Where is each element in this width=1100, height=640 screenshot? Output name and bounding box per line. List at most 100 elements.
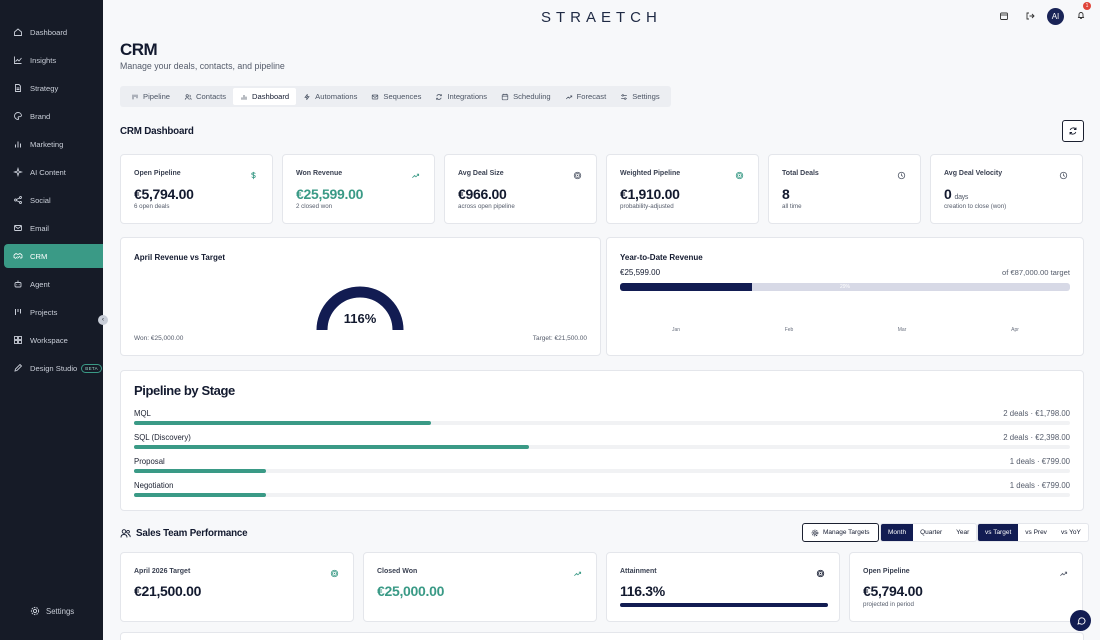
handshake-icon: [13, 253, 23, 259]
stage-info: 2 deals · €1,798.00: [1003, 409, 1070, 418]
stage-row: Proposal 1 deals · €799.00: [134, 457, 1070, 477]
calendar-icon[interactable]: [999, 11, 1009, 21]
kpi-card-avg-deal-size: Avg Deal Size €966.00 across open pipeline: [444, 154, 597, 224]
chat-icon: [1076, 616, 1085, 625]
sidebar-item-marketing[interactable]: Marketing: [4, 132, 103, 156]
stage-bar-fill: [134, 421, 431, 425]
sidebar-item-label: CRM: [30, 251, 48, 261]
tab-scheduling[interactable]: Scheduling: [494, 88, 558, 105]
share-icon: [14, 196, 22, 204]
kpi-note: across open pipeline: [458, 203, 515, 210]
sidebar-settings[interactable]: Settings: [30, 606, 74, 616]
tab-label: Sequences: [383, 92, 422, 101]
kpi-value: 8: [782, 186, 790, 202]
toggle-year[interactable]: Year: [956, 529, 970, 536]
ytd-amount: €25,599.00: [620, 268, 661, 277]
sidebar-item-agent[interactable]: Agent: [4, 272, 103, 296]
team-card-label: Attainment: [620, 568, 657, 575]
toggle-vs-target[interactable]: vs Target: [978, 524, 1019, 541]
sidebar-collapse-button[interactable]: ‹: [98, 315, 108, 325]
trend-up-icon: [412, 173, 420, 179]
stage-bar: [134, 493, 1070, 497]
dashboard-title: CRM Dashboard: [120, 126, 194, 137]
sidebar-item-ai-content[interactable]: AI Content: [4, 160, 103, 184]
bolt-icon: [304, 93, 310, 100]
kpi-label: Total Deals: [782, 170, 819, 177]
manage-targets-label: Manage Targets: [823, 529, 870, 536]
sidebar-item-email[interactable]: Email: [4, 216, 103, 240]
sidebar-item-design-studio[interactable]: Design Studio BETA: [4, 356, 103, 380]
tab-label: Contacts: [196, 92, 226, 101]
users-icon: [184, 93, 192, 100]
sidebar-item-dashboard[interactable]: Dashboard: [4, 20, 103, 44]
ytd-target: of €87,000.00 target: [1002, 268, 1070, 277]
kpi-note: 6 open deals: [134, 203, 170, 210]
toggle-vs-yoy[interactable]: vs YoY: [1060, 529, 1081, 536]
sidebar-item-label: Projects: [30, 307, 58, 317]
sidebar-item-projects[interactable]: Projects: [4, 300, 103, 324]
gear-icon: [30, 606, 40, 616]
tab-contacts[interactable]: Contacts: [177, 88, 233, 105]
tab-label: Pipeline: [143, 92, 171, 101]
stage-bar-fill: [134, 445, 529, 449]
month-tick-label: Apr: [1011, 327, 1019, 333]
sidebar-item-label: Brand: [30, 111, 51, 121]
gear-icon: [811, 529, 819, 536]
target-icon: [735, 171, 744, 180]
ytd-revenue-title: Year-to-Date Revenue: [620, 253, 703, 262]
avatar[interactable]: AI: [1047, 7, 1064, 25]
tab-pipeline[interactable]: Pipeline: [124, 88, 177, 105]
pipeline-stage-card: Pipeline by Stage MQL 2 deals · €1,798.00…: [120, 370, 1084, 511]
toggle-vs-prev[interactable]: vs Prev: [1025, 529, 1047, 536]
sidebar-item-workspace[interactable]: Workspace: [4, 328, 103, 352]
chat-button[interactable]: [1070, 610, 1091, 631]
sidebar-item-crm[interactable]: CRM: [4, 244, 103, 268]
sidebar-item-label: Dashboard: [30, 27, 68, 37]
toggle-quarter[interactable]: Quarter: [920, 529, 943, 536]
team-card-label: Closed Won: [377, 568, 418, 575]
team-card-value: 116.3%: [620, 583, 665, 599]
sidebar-item-label: Design Studio: [30, 363, 78, 373]
logout-icon[interactable]: [1025, 11, 1035, 21]
target-icon: [573, 171, 582, 180]
team-card-closed-won: Closed Won €25,000.00: [363, 552, 597, 622]
sidebar-item-label: Workspace: [30, 335, 68, 345]
clock-icon: [1059, 171, 1068, 180]
notifications[interactable]: 1: [1076, 2, 1091, 25]
tab-dashboard[interactable]: Dashboard: [233, 88, 297, 105]
team-card-label: April 2026 Target: [134, 568, 191, 575]
revenue-gauge: [316, 286, 404, 331]
sidebar-item-strategy[interactable]: Strategy: [4, 76, 103, 100]
dollar-icon: [251, 171, 256, 180]
brand-logo[interactable]: STRAETCH: [541, 9, 662, 26]
sync-icon: [436, 93, 443, 100]
crm-tabs: Pipeline Contacts Dashboard Automations Sequ…: [120, 86, 671, 107]
manage-targets-button[interactable]: Manage Targets: [802, 523, 879, 542]
refresh-button[interactable]: [1062, 120, 1084, 142]
sidebar-item-insights[interactable]: Insights: [4, 48, 103, 72]
page-title: CRM: [120, 40, 158, 59]
month-tick-label: Mar: [897, 327, 907, 333]
kpi-note: probability-adjusted: [620, 203, 674, 210]
tab-sequences[interactable]: Sequences: [364, 88, 428, 105]
tab-integrations[interactable]: Integrations: [428, 88, 494, 105]
tab-settings[interactable]: Settings: [613, 88, 666, 105]
team-card-label: Open Pipeline: [863, 568, 910, 575]
kpi-value-text: €966.00: [458, 186, 507, 202]
sidebar-item-brand[interactable]: Brand: [4, 104, 103, 128]
sidebar-item-label: Email: [30, 223, 49, 233]
stage-name: SQL (Discovery): [134, 433, 191, 442]
sidebar-item-label: Insights: [30, 55, 57, 65]
bar-chart-icon: [15, 141, 21, 148]
tab-forecast[interactable]: Forecast: [558, 88, 614, 105]
sidebar-item-social[interactable]: Social: [4, 188, 103, 212]
kpi-value-text: €25,599.00: [296, 186, 364, 202]
sidebar-nav: Dashboard Insights Strategy Brand Marketing A…: [4, 20, 103, 384]
header-actions: AI 1: [983, 2, 1091, 25]
comparison-toggle: vs Target vs Prev vs YoY: [977, 523, 1089, 542]
kpi-label: Avg Deal Size: [458, 170, 504, 177]
toggle-month[interactable]: Month: [881, 524, 914, 541]
monthly-revenue-card: April Revenue vs Target 116% Won: €25,00…: [120, 237, 601, 356]
kpi-card-weighted-pipeline: Weighted Pipeline €1,910.00 probability-ad…: [606, 154, 759, 224]
tab-automations[interactable]: Automations: [296, 88, 364, 105]
